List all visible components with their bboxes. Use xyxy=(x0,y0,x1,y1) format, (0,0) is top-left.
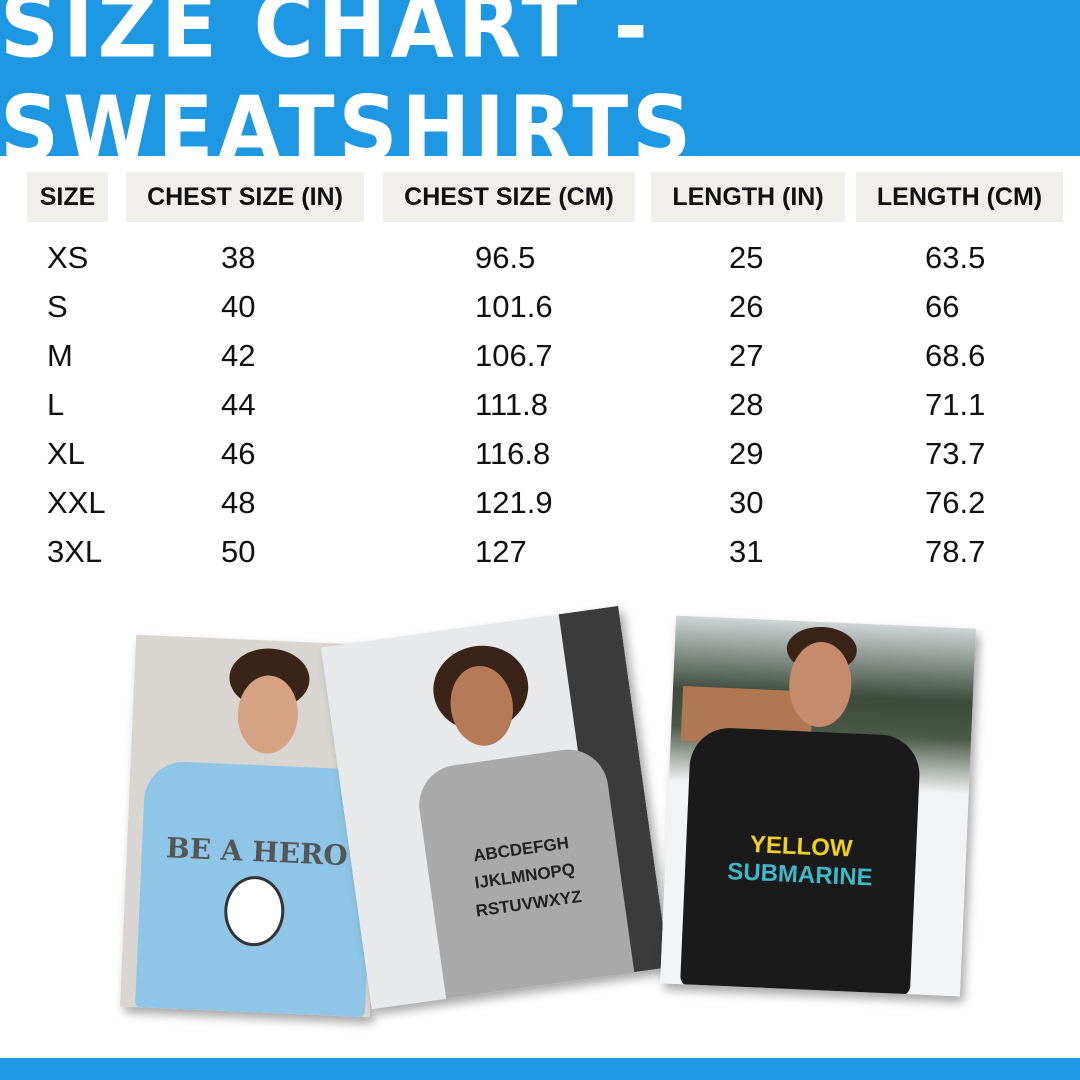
cell-size: M xyxy=(47,338,73,373)
cell-chest-cm: 111.8 xyxy=(475,387,548,422)
cell-length-cm: 73.7 xyxy=(925,436,986,471)
cell-chest-cm: 101.6 xyxy=(475,289,553,324)
header-chest-cm: CHEST SIZE (CM) xyxy=(383,172,635,222)
cell-length-cm: 78.7 xyxy=(925,534,986,569)
page-title: SIZE CHART - SWEATSHIRTS xyxy=(0,0,696,181)
shirt-print: YELLOW SUBMARINE xyxy=(714,830,886,893)
cell-length-in: 29 xyxy=(729,436,764,471)
cell-length-in: 30 xyxy=(729,485,764,520)
shirt-print: ABCDEFGH IJKLMNOPQ RSTUVWXYZ xyxy=(472,833,583,921)
cell-size: S xyxy=(47,289,68,324)
cell-chest-cm: 121.9 xyxy=(475,485,553,520)
cell-length-in: 27 xyxy=(729,338,764,373)
cell-length-cm: 66 xyxy=(925,289,960,324)
footer-bar xyxy=(0,1058,1080,1080)
cell-chest-in: 46 xyxy=(221,436,256,471)
cell-chest-cm: 106.7 xyxy=(475,338,553,373)
title-banner: SIZE CHART - SWEATSHIRTS xyxy=(0,0,1080,181)
cell-length-in: 25 xyxy=(729,240,764,275)
cell-size: XL xyxy=(47,436,85,471)
cell-length-cm: 63.5 xyxy=(925,240,986,275)
cell-chest-cm: 127 xyxy=(475,534,527,569)
cell-size: L xyxy=(47,387,65,422)
cell-length-in: 31 xyxy=(729,534,764,569)
cell-length-in: 28 xyxy=(729,387,764,422)
cell-chest-in: 48 xyxy=(221,485,256,520)
cell-chest-in: 44 xyxy=(221,387,256,422)
header-length-cm: LENGTH (CM) xyxy=(856,172,1063,222)
cell-chest-cm: 116.8 xyxy=(475,436,551,471)
header-length-in: LENGTH (IN) xyxy=(651,172,845,222)
cell-length-cm: 68.6 xyxy=(925,338,986,373)
cell-chest-in: 42 xyxy=(221,338,256,373)
header-size: SIZE xyxy=(27,172,108,222)
photo-yellow-submarine: YELLOW SUBMARINE xyxy=(660,615,976,997)
cell-size: 3XL xyxy=(47,534,103,569)
cell-length-cm: 71.1 xyxy=(925,387,986,422)
cell-length-in: 26 xyxy=(729,289,764,324)
cell-chest-in: 40 xyxy=(221,289,256,324)
cell-chest-in: 50 xyxy=(221,534,256,569)
photo-alphabet: ABCDEFGH IJKLMNOPQ RSTUVWXYZ xyxy=(321,605,669,1010)
cell-size: XS xyxy=(47,240,89,275)
cell-size: XXL xyxy=(47,485,106,520)
shirt-print: BE A HERO xyxy=(165,830,349,872)
header-chest-in: CHEST SIZE (IN) xyxy=(126,172,364,222)
cell-chest-in: 38 xyxy=(221,240,256,275)
cell-length-cm: 76.2 xyxy=(925,485,986,520)
cell-chest-cm: 96.5 xyxy=(475,240,536,275)
